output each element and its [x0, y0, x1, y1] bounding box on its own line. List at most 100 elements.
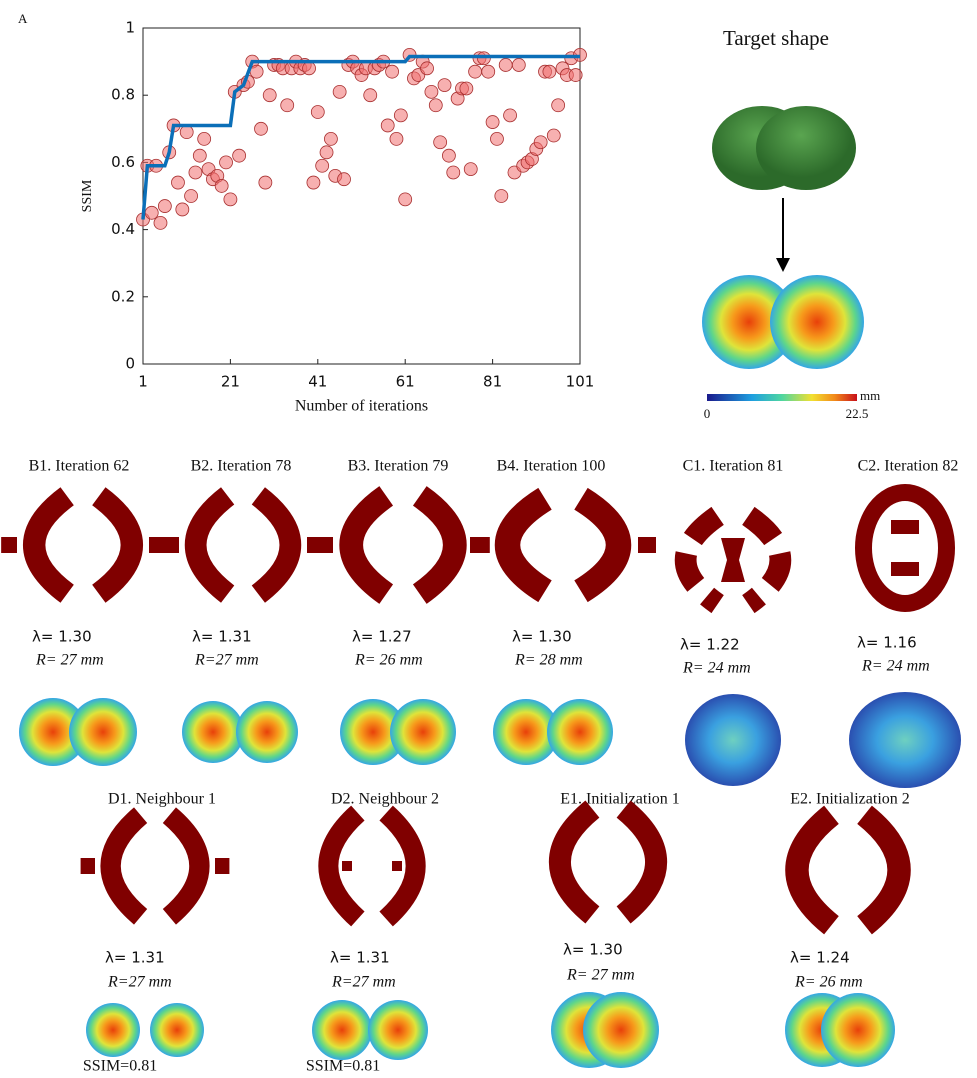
- radius-label: R= 26 mm: [794, 974, 863, 991]
- scatter-point: [220, 156, 233, 169]
- pattern: [624, 809, 657, 915]
- target-title: Target shape: [723, 26, 829, 50]
- scatter-point: [281, 99, 294, 112]
- pattern: [508, 499, 546, 592]
- scatter-point: [547, 129, 560, 142]
- scatter-point: [543, 65, 556, 78]
- scatter-point: [158, 200, 171, 213]
- scatter-point: [421, 62, 434, 75]
- lambda-label: λ= 1.24: [790, 949, 850, 967]
- pattern: [34, 496, 67, 594]
- scatter-point: [176, 203, 189, 216]
- scatter-point: [534, 136, 547, 149]
- y-axis-label: SSIM: [80, 179, 95, 212]
- scatter-point: [193, 149, 206, 162]
- colorbar-unit: mm: [860, 388, 880, 403]
- colorbar-min: 0: [704, 406, 711, 421]
- colorbar-max: 22.5: [846, 406, 869, 421]
- pattern: [560, 809, 593, 915]
- scatter-point: [460, 82, 473, 95]
- scatter-point: [469, 65, 482, 78]
- heatmap: [312, 1000, 372, 1060]
- lambda-label: λ= 1.22: [680, 636, 740, 654]
- x-tick-label: 101: [566, 373, 595, 391]
- radius-label: R= 27 mm: [35, 652, 104, 669]
- target-shape: [756, 106, 856, 190]
- pattern: [99, 496, 132, 594]
- heatmap: [821, 993, 895, 1067]
- pattern: [215, 858, 229, 874]
- colorbar: [707, 394, 857, 401]
- x-tick-label: 21: [221, 373, 240, 391]
- scatter-point: [438, 79, 451, 92]
- scatter-point: [303, 62, 316, 75]
- heatmap: [849, 692, 961, 788]
- pattern: [865, 815, 900, 926]
- panel-title: E2. Initialization 2: [790, 791, 910, 808]
- heatmap: [685, 694, 781, 786]
- pattern: [420, 496, 455, 594]
- scatter-point: [311, 106, 324, 119]
- y-tick-label: 0: [125, 355, 135, 373]
- pattern: [111, 815, 141, 917]
- scatter-point: [333, 85, 346, 98]
- radius-label: R= 28 mm: [514, 652, 583, 669]
- y-tick-label: 0.6: [111, 153, 135, 171]
- lambda-label: λ= 1.30: [563, 941, 623, 959]
- panel-title: D1. Neighbour 1: [108, 791, 216, 808]
- scatter-point: [320, 146, 333, 159]
- figure: A Target shape mm 0 22.5 00.20.40.60.811…: [0, 0, 977, 1078]
- x-axis-label: Number of iterations: [295, 398, 428, 415]
- panel-title: B1. Iteration 62: [29, 458, 130, 475]
- heatmap: [182, 701, 244, 763]
- panel-title: C1. Iteration 81: [683, 458, 784, 475]
- radius-label: R= 27 mm: [566, 967, 635, 984]
- panel-title: D2. Neighbour 2: [331, 791, 439, 808]
- scatter-point: [254, 122, 267, 135]
- lambda-label: λ= 1.31: [330, 949, 390, 967]
- pattern: [149, 537, 165, 553]
- panel-title: B3. Iteration 79: [348, 458, 449, 475]
- x-tick-label: 1: [138, 373, 148, 391]
- radius-label: R=27 mm: [331, 974, 396, 991]
- pattern: [316, 537, 333, 553]
- scatter-point: [399, 193, 412, 206]
- radius-label: R= 24 mm: [682, 660, 751, 677]
- scatter-point: [324, 132, 337, 145]
- y-tick-label: 1: [125, 19, 135, 37]
- y-tick-label: 0.2: [111, 287, 135, 305]
- scatter-point: [512, 58, 525, 71]
- lambda-label: λ= 1.31: [105, 949, 165, 967]
- scatter-point: [250, 65, 263, 78]
- y-tick-label: 0.8: [111, 86, 135, 104]
- scatter-point: [364, 89, 377, 102]
- scatter-point: [171, 176, 184, 189]
- scatter-point: [185, 190, 198, 203]
- pattern: [1, 537, 17, 553]
- radius-label: R= 26 mm: [354, 652, 423, 669]
- x-tick-label: 41: [308, 373, 327, 391]
- scatter-point: [154, 216, 167, 229]
- panel-label: A: [18, 11, 28, 26]
- heatmap: [770, 275, 864, 369]
- scatter-point: [434, 136, 447, 149]
- scatter-point: [569, 69, 582, 82]
- scatter-point: [482, 65, 495, 78]
- x-tick-label: 81: [483, 373, 502, 391]
- pattern: [169, 815, 199, 917]
- pattern: [342, 861, 352, 871]
- heatmap: [69, 698, 137, 766]
- scatter-point: [490, 132, 503, 145]
- panel-title: C2. Iteration 82: [858, 458, 959, 475]
- heatmap: [390, 699, 456, 765]
- arrowhead: [776, 258, 790, 272]
- lambda-label: λ= 1.31: [192, 628, 252, 646]
- scatter-point: [307, 176, 320, 189]
- lambda-label: λ= 1.27: [352, 628, 412, 646]
- pattern: [891, 520, 919, 534]
- pattern: [686, 516, 718, 604]
- scatter-point: [390, 132, 403, 145]
- scatter-point: [442, 149, 455, 162]
- pattern: [164, 537, 179, 553]
- pattern: [891, 562, 919, 576]
